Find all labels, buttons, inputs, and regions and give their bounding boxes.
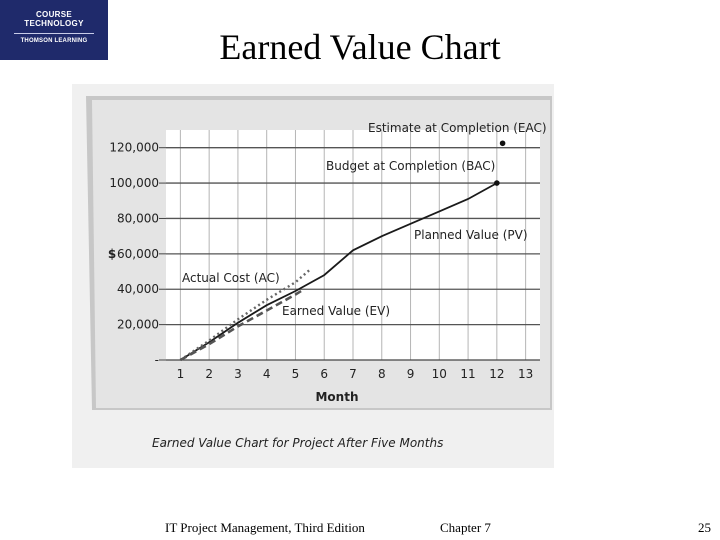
chart-caption: Earned Value Chart for Project After Fiv… xyxy=(152,436,443,450)
x-tick-label: 13 xyxy=(518,367,533,381)
series-line xyxy=(179,288,305,362)
x-axis-title: Month xyxy=(315,390,358,404)
y-axis-title: $ xyxy=(108,247,116,261)
x-tick-label: 8 xyxy=(378,367,386,381)
x-tick-label: 10 xyxy=(432,367,447,381)
footer-page-number: 25 xyxy=(698,520,711,535)
series-label: Planned Value (PV) xyxy=(414,228,528,242)
annotation-marker xyxy=(494,180,500,186)
y-tick-label: 80,000 xyxy=(117,211,159,225)
logo-line-3: THOMSON LEARNING xyxy=(20,38,88,44)
series-line xyxy=(179,182,498,361)
y-tick-label: 60,000 xyxy=(117,247,159,261)
y-tick-label: 20,000 xyxy=(117,318,159,332)
logo-line-1: COURSE xyxy=(35,10,73,19)
footer-book-title: IT Project Management, Third Edition xyxy=(165,520,365,535)
footer-chapter: Chapter 7 xyxy=(440,520,491,535)
x-tick-label: 4 xyxy=(263,367,271,381)
annotation-label: Budget at Completion (BAC) xyxy=(326,159,495,173)
annotation-label: Estimate at Completion (EAC) xyxy=(368,121,547,135)
x-tick-label: 12 xyxy=(489,367,504,381)
series-label: Actual Cost (AC) xyxy=(182,271,280,285)
logo-line-2: TECHNOLOGY xyxy=(24,19,84,28)
slide-title: Earned Value Chart xyxy=(219,27,501,67)
x-tick-label: 1 xyxy=(177,367,185,381)
series-label: Earned Value (EV) xyxy=(282,304,390,318)
y-tick-label: 100,000 xyxy=(109,176,159,190)
x-tick-label: 5 xyxy=(292,367,300,381)
logo-divider xyxy=(14,33,94,34)
x-tick-label: 2 xyxy=(205,367,213,381)
y-tick-label: - xyxy=(155,353,159,367)
annotation-marker xyxy=(499,140,506,147)
course-technology-logo: COURSE TECHNOLOGY THOMSON LEARNING xyxy=(0,0,108,60)
x-tick-label: 6 xyxy=(320,367,328,381)
x-tick-label: 3 xyxy=(234,367,242,381)
x-tick-label: 11 xyxy=(460,367,475,381)
y-tick-label: 120,000 xyxy=(109,141,159,155)
x-tick-label: 7 xyxy=(349,367,357,381)
x-tick-label: 9 xyxy=(407,367,415,381)
y-tick-label: 40,000 xyxy=(117,282,159,296)
